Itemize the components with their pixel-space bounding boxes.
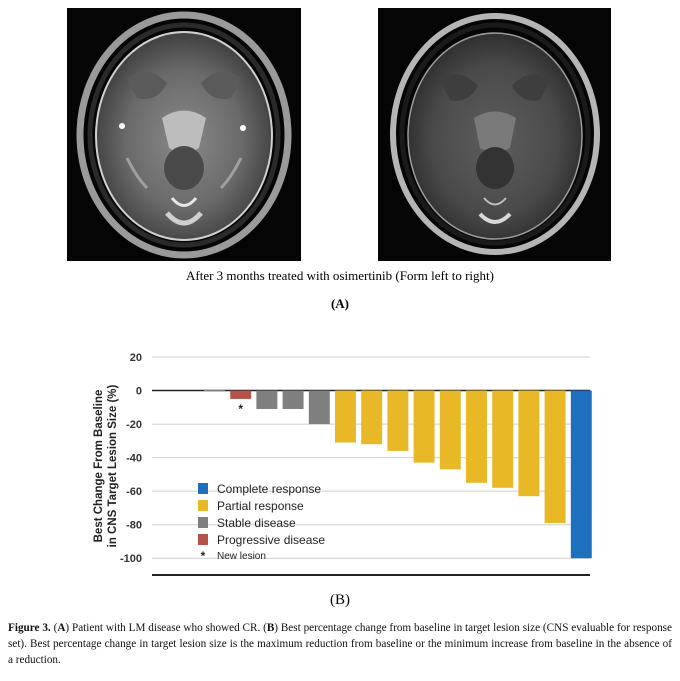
mri-image-after [378,8,611,261]
legend-item-0: Complete response [198,480,325,497]
panel-a-caption: After 3 months treated with osimertinib … [186,268,494,283]
bar-10 [466,390,487,483]
panel-b-label: (B) [330,592,350,608]
legend-swatch-1 [198,500,208,511]
panel-a-label-text: (A) [330,296,350,311]
chart-legend-items: Complete response Partial response Stable … [198,480,325,548]
waterfall-chart: 20 0 -20 -40 -60 -80 -100 * [100,345,600,585]
bar-9 [439,390,461,470]
chart-legend: Complete response Partial response Stable … [198,480,325,563]
legend-label-1: Partial response [217,498,304,513]
mri-scan-illustration-right [390,13,600,255]
figure-caption: Figure 3. (A) Patient with LM disease wh… [8,620,672,668]
bar-4 [308,390,330,425]
mri-image-before [67,8,301,261]
figure-caption-ref-a: A [57,622,66,634]
legend-swatch-0 [198,483,208,494]
bar-3 [282,390,304,409]
mri-scan-illustration-left [76,11,292,259]
y-tick-label-2: -20 [126,419,142,431]
bar-1 [230,390,252,399]
y-tick-label-4: -60 [126,486,142,498]
bar-14 [570,390,592,559]
legend-note: * New lesion [198,549,325,563]
bar-5 [335,390,356,443]
legend-swatch-3 [198,534,208,545]
legend-label-3: Progressive disease [217,532,326,547]
bar-2 [256,390,278,409]
y-tick-label-3: -40 [126,453,142,465]
figure-caption-label: Figure 3. [8,622,51,634]
bar-12 [518,390,540,497]
bar-7 [387,390,409,451]
bar-11 [492,390,514,488]
legend-label-2: Stable disease [217,515,296,530]
legend-swatch-2 [198,517,208,528]
legend-item-2: Stable disease [198,514,325,531]
figure-caption-ref-b: B [266,622,275,634]
y-tick-label-0: 20 [130,352,142,364]
legend-item-3: Progressive disease [198,531,325,548]
panel-a-label: (A) [0,296,680,312]
legend-note-marker: * [200,549,206,563]
figure-caption-part1: ( [50,622,58,634]
bar-8 [413,390,435,463]
y-tick-label-1: 0 [136,386,142,398]
figure-caption-part2: ) Patient with LM disease who showed CR.… [65,622,267,634]
bar-13 [544,390,566,524]
bar-marker-1: * [238,402,243,416]
legend-note-text: New lesion [217,550,266,562]
legend-item-1: Partial response [198,497,325,514]
y-tick-label-6: -100 [120,553,142,565]
figure-caption-part3: ) Best percentage change from baseline i… [8,622,672,666]
y-tick-label-5: -80 [126,520,142,532]
legend-label-0: Complete response [217,481,322,496]
waterfall-chart-svg: 20 0 -20 -40 -60 -80 -100 * [120,352,592,576]
bar-0 [204,389,225,392]
bar-6 [361,390,383,445]
